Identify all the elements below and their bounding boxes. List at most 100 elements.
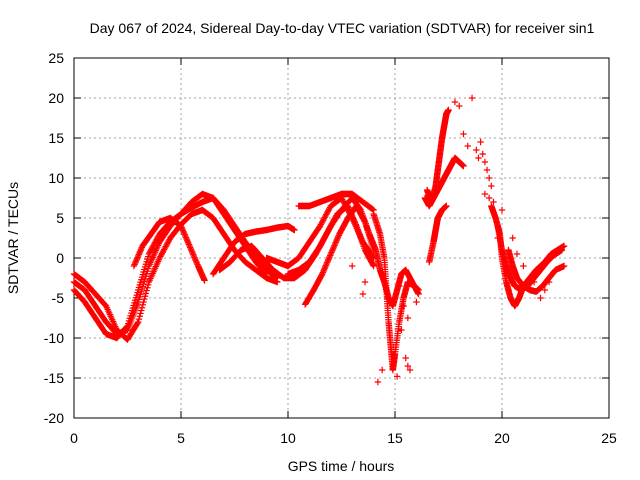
data-point-marker: [187, 245, 194, 253]
data-point-marker: [179, 227, 187, 234]
data-point-marker: [481, 190, 489, 198]
data-point-marker: [331, 240, 339, 248]
data-point-marker: [323, 231, 330, 238]
data-point-marker: [415, 290, 422, 298]
data-point-marker: [164, 240, 171, 247]
data-point-marker: [359, 290, 367, 298]
data-point-marker: [322, 262, 330, 269]
data-point-marker: [135, 251, 143, 258]
data-point-marker: [150, 242, 157, 249]
data-point-marker: [326, 225, 333, 233]
data-point-marker: [165, 237, 172, 245]
data-point-marker: [560, 242, 568, 250]
data-point-marker: [323, 211, 330, 218]
data-point-marker: [344, 206, 351, 213]
data-point-marker: [513, 250, 521, 258]
data-point-marker: [149, 243, 156, 251]
data-point-marker: [322, 212, 329, 220]
data-point-marker: [183, 237, 191, 244]
data-point-marker: [332, 239, 339, 246]
data-point-marker: [370, 262, 377, 270]
data-point-marker: [316, 242, 324, 250]
data-point-marker: [142, 290, 150, 297]
data-point-marker: [177, 222, 185, 230]
data-point-marker: [485, 194, 493, 202]
data-point-marker: [325, 255, 333, 262]
data-point-marker: [161, 244, 169, 252]
y-tick-label: 20: [48, 90, 64, 106]
data-point-marker: [141, 295, 148, 303]
data-point-marker: [136, 313, 143, 320]
data-point-marker: [413, 298, 420, 306]
data-point-marker: [324, 228, 331, 235]
data-point-marker: [152, 237, 159, 245]
data-point-marker: [138, 245, 145, 253]
data-point-marker: [316, 222, 324, 230]
data-point-marker: [159, 249, 166, 256]
data-point-marker: [131, 259, 139, 267]
data-point-marker: [530, 278, 538, 286]
data-point-marker: [185, 239, 192, 247]
data-point-marker: [323, 260, 330, 268]
axis-ticks: 0 5 10 15 20 25 -20 -15 -10 -5 0 5 10 15 20 25: [44, 50, 617, 446]
data-point-marker: [134, 254, 141, 261]
data-point-marker: [334, 233, 342, 241]
data-point-marker: [361, 217, 368, 225]
data-point-marker: [180, 228, 187, 235]
data-point-marker: [131, 261, 138, 268]
data-point-marker: [123, 323, 130, 331]
data-point-marker: [468, 94, 476, 102]
data-point-marker: [135, 318, 142, 326]
data-point-marker: [339, 196, 346, 203]
data-point-marker: [333, 237, 340, 245]
data-point-marker: [179, 225, 186, 233]
data-point-marker: [488, 182, 495, 190]
data-point-marker: [404, 362, 412, 370]
data-point-marker: [163, 241, 170, 249]
data-point-marker: [191, 254, 198, 261]
data-point-marker: [325, 227, 332, 234]
data-point-marker: [191, 255, 199, 263]
data-point-marker: [140, 298, 147, 306]
data-point-marker: [158, 250, 166, 257]
y-tick-label: 5: [56, 210, 64, 226]
data-point-marker: [160, 246, 168, 253]
data-point-marker: [400, 302, 407, 310]
data-point-marker: [404, 314, 412, 322]
data-point-marker: [398, 326, 405, 334]
data-point-marker: [328, 247, 336, 255]
data-point-marker: [182, 232, 189, 240]
data-point-marker: [321, 265, 328, 272]
data-point-marker: [318, 219, 325, 227]
data-point-marker: [320, 215, 328, 223]
data-point-marker: [146, 249, 153, 256]
data-point-marker: [490, 198, 497, 206]
data-point-marker: [147, 246, 155, 253]
data-point-marker: [319, 270, 326, 278]
x-tick-label: 0: [70, 430, 78, 446]
data-point-marker: [154, 233, 162, 241]
data-point-marker: [326, 205, 333, 213]
data-point-marker: [325, 207, 332, 214]
y-tick-label: -10: [44, 330, 64, 346]
data-point-marker: [180, 229, 188, 237]
x-tick-label: 10: [280, 430, 296, 446]
data-point-marker: [503, 270, 510, 278]
data-point-marker: [262, 269, 270, 277]
data-point-marker: [541, 286, 548, 294]
data-point-marker: [188, 248, 196, 255]
data-point-marker: [481, 158, 489, 166]
x-axis-label: GPS time / hours: [288, 458, 395, 474]
data-point-marker: [328, 249, 335, 256]
data-point-marker: [138, 307, 145, 314]
data-point-marker: [184, 238, 191, 245]
data-point-marker: [326, 252, 334, 259]
data-point-marker: [201, 277, 208, 284]
y-axis-label: SDTVAR / TECUs: [5, 182, 21, 294]
data-point-marker: [137, 310, 144, 317]
data-point-marker: [329, 246, 336, 253]
data-point-marker: [333, 236, 341, 243]
data-point-marker: [135, 252, 142, 260]
data-point-marker: [445, 106, 452, 114]
data-point-marker: [148, 245, 156, 252]
